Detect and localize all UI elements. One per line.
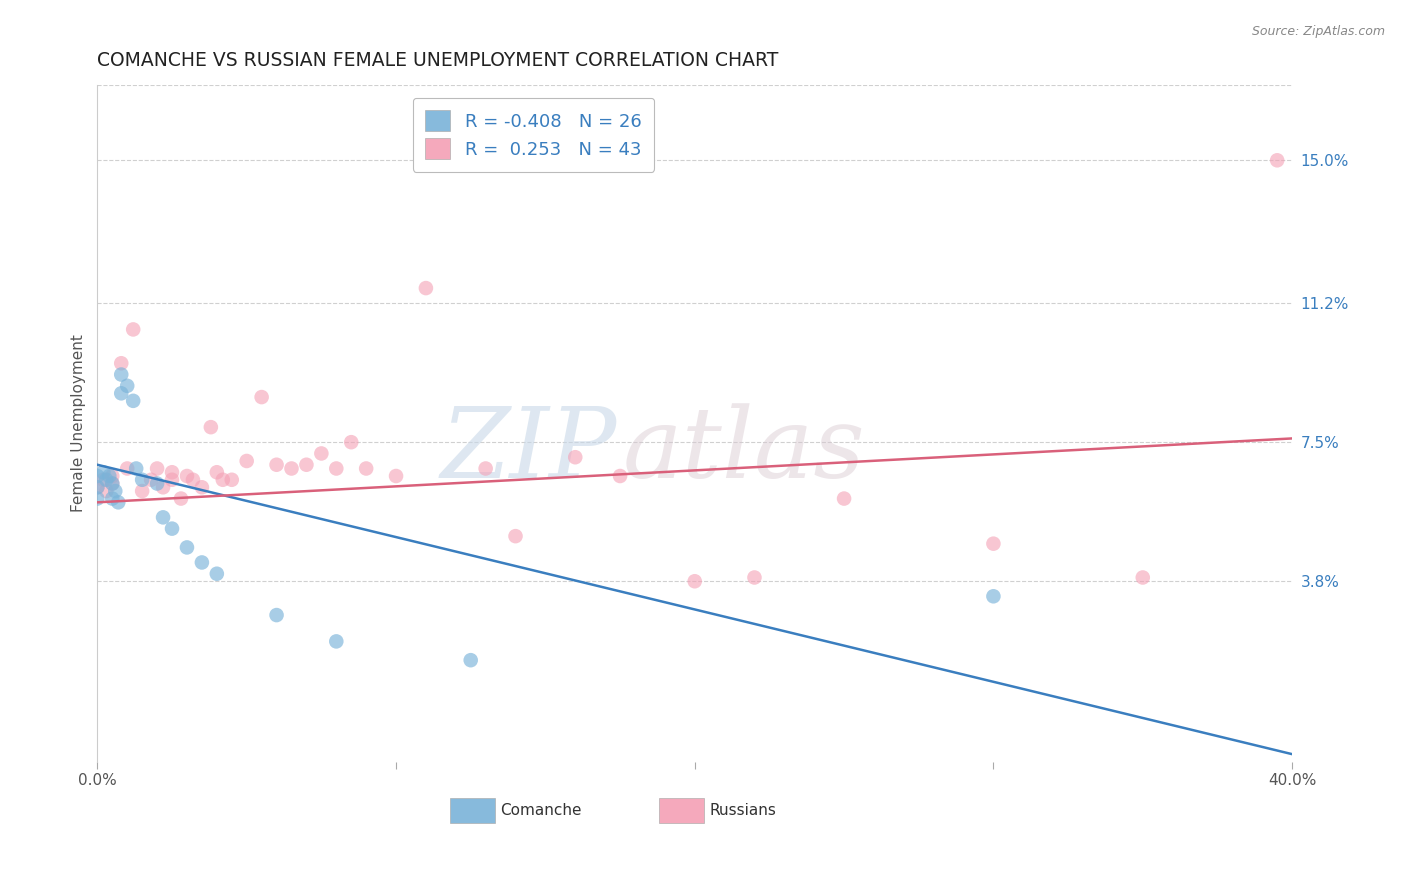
Point (146, 461, 169, 475)
Point (115, 379, 138, 393)
Point (983, 589, 1005, 603)
Point (125, 461, 148, 475)
Point (1132, 570, 1154, 584)
Point (110, 368, 132, 382)
Point (340, 435, 363, 450)
Point (474, 461, 496, 475)
Point (235, 454, 257, 468)
Point (250, 390, 273, 404)
Point (101, 476, 124, 491)
Point (122, 393, 145, 408)
Point (170, 491, 193, 506)
Point (104, 484, 127, 499)
Point (152, 510, 174, 524)
Point (266, 458, 288, 472)
Point (110, 386, 132, 401)
Point (832, 491, 855, 506)
Legend: R = -0.408   N = 26, R =  0.253   N = 43: R = -0.408 N = 26, R = 0.253 N = 43 (412, 97, 654, 172)
Text: Source: ZipAtlas.com: Source: ZipAtlas.com (1251, 25, 1385, 38)
Point (683, 574, 706, 589)
Point (311, 446, 333, 460)
Text: COMANCHE VS RUSSIAN FEMALE UNEMPLOYMENT CORRELATION CHART: COMANCHE VS RUSSIAN FEMALE UNEMPLOYMENT … (97, 51, 779, 70)
Point (131, 484, 153, 499)
Point (101, 469, 124, 483)
Point (86, 491, 108, 506)
Point (101, 476, 124, 491)
Point (176, 469, 198, 483)
Point (191, 556, 214, 570)
Point (101, 491, 124, 506)
Point (152, 480, 174, 494)
Point (205, 465, 228, 479)
Text: atlas: atlas (623, 403, 866, 498)
Point (91, 465, 114, 479)
Point (86, 469, 108, 483)
Point (176, 541, 198, 555)
Point (191, 480, 214, 494)
Text: Russians: Russians (709, 803, 776, 818)
Point (325, 634, 347, 648)
Point (983, 536, 1005, 550)
Point (146, 476, 169, 491)
Y-axis label: Female Unemployment: Female Unemployment (72, 334, 86, 512)
Point (221, 473, 243, 487)
Point (160, 465, 183, 479)
FancyBboxPatch shape (450, 798, 495, 822)
Point (280, 461, 302, 475)
Point (86, 480, 108, 494)
Point (110, 356, 132, 370)
Point (266, 608, 288, 623)
Text: Comanche: Comanche (501, 803, 582, 818)
Point (98, 469, 121, 483)
Point (122, 322, 145, 336)
Point (131, 473, 153, 487)
Point (91, 473, 114, 487)
Point (107, 495, 129, 509)
Point (564, 450, 586, 465)
Point (325, 461, 347, 475)
Point (115, 461, 138, 475)
Point (96, 473, 118, 487)
Point (415, 281, 437, 295)
Point (160, 473, 183, 487)
Point (211, 473, 233, 487)
Point (1265, 153, 1288, 168)
Point (205, 566, 228, 581)
Text: ZIP: ZIP (441, 403, 617, 498)
Point (139, 473, 162, 487)
Point (609, 469, 631, 483)
Point (460, 653, 482, 667)
Point (86, 480, 108, 494)
FancyBboxPatch shape (659, 798, 704, 822)
Point (354, 461, 377, 475)
Point (160, 522, 183, 536)
Point (295, 458, 318, 472)
Point (385, 469, 408, 483)
Point (181, 473, 204, 487)
Point (200, 420, 222, 434)
Point (744, 570, 766, 584)
Point (96, 484, 118, 499)
Point (505, 529, 527, 543)
